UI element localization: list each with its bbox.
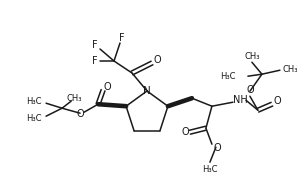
Text: F: F bbox=[119, 33, 125, 43]
Text: CH₃: CH₃ bbox=[282, 65, 298, 74]
Text: O: O bbox=[181, 127, 189, 137]
Text: O: O bbox=[246, 85, 254, 95]
Text: O: O bbox=[273, 96, 281, 106]
Text: CH₃: CH₃ bbox=[244, 52, 260, 61]
Text: F: F bbox=[92, 56, 98, 66]
Text: H₃C: H₃C bbox=[220, 72, 236, 81]
Text: H₃C: H₃C bbox=[26, 97, 42, 106]
Text: O: O bbox=[153, 55, 161, 65]
Text: NH: NH bbox=[233, 95, 247, 105]
Text: H₃C: H₃C bbox=[202, 165, 218, 174]
Text: O: O bbox=[76, 109, 84, 119]
Text: O: O bbox=[103, 82, 111, 92]
Text: N: N bbox=[143, 86, 151, 96]
Text: H₃C: H₃C bbox=[26, 114, 42, 123]
Text: O: O bbox=[213, 143, 221, 153]
Text: F: F bbox=[92, 40, 98, 50]
Text: CH₃: CH₃ bbox=[66, 94, 82, 103]
